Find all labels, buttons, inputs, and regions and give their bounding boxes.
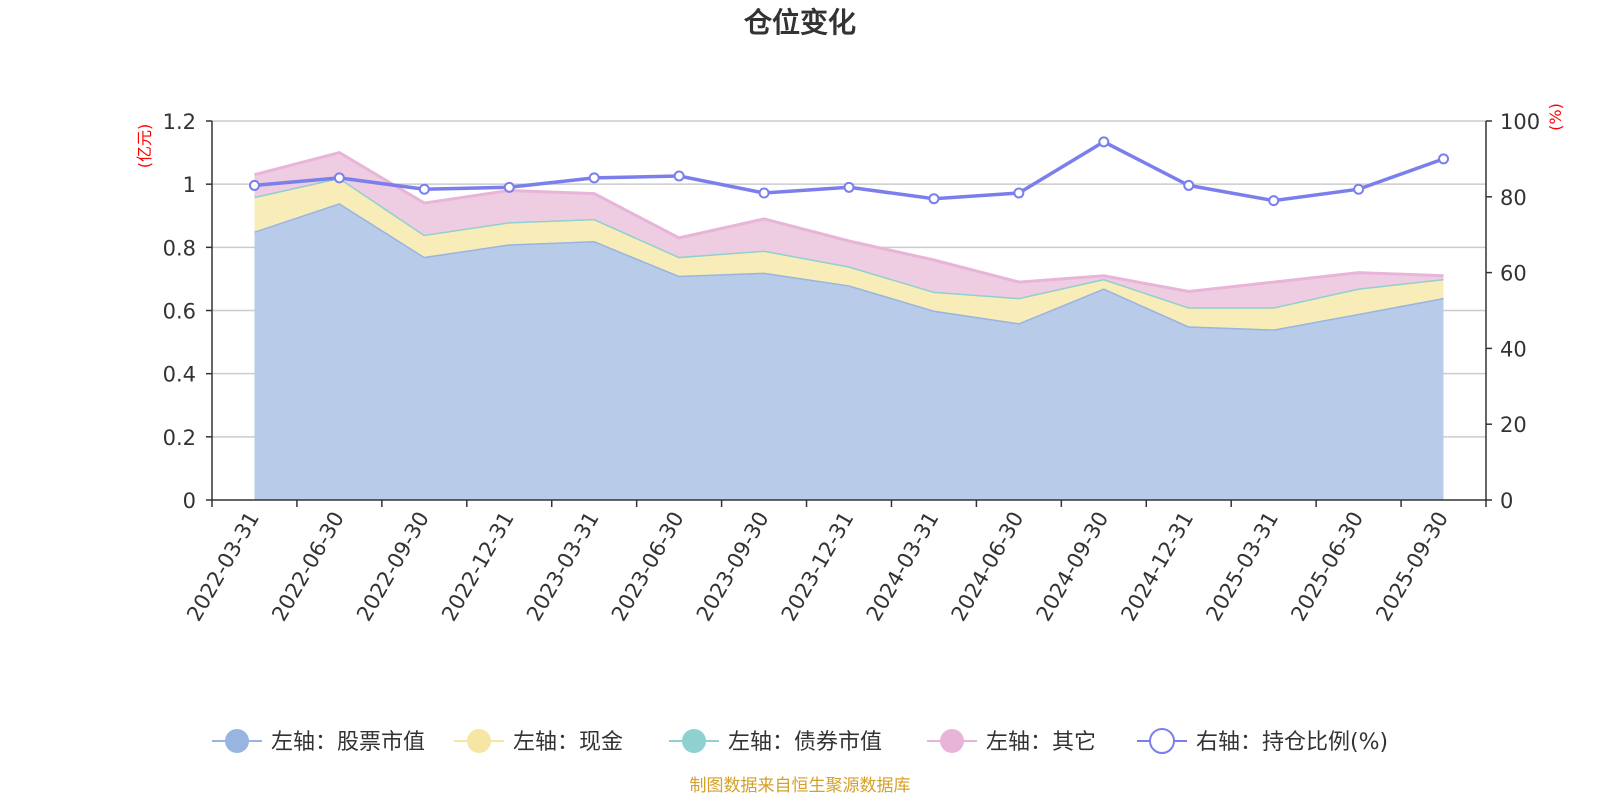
left-tick-label: 0.2 [163, 426, 196, 450]
x-tick-label: 2023-09-30 [692, 508, 774, 626]
right-axis-unit: (%) [1546, 103, 1565, 131]
legend-item[interactable]: 左轴：股票市值 [212, 729, 425, 755]
legend-label: 右轴：持仓比例(%) [1196, 730, 1388, 755]
legend-marker [682, 729, 706, 753]
left-tick-label: 0.4 [163, 363, 196, 387]
left-tick-label: 0 [183, 489, 196, 513]
legend-item[interactable]: 右轴：持仓比例(%) [1137, 728, 1388, 755]
left-tick-label: 1 [183, 173, 196, 197]
legend-item[interactable]: 左轴：其它 [927, 729, 1096, 755]
x-tick-label: 2024-09-30 [1032, 508, 1114, 626]
ratio-point[interactable] [588, 172, 600, 184]
area-0 [254, 203, 1444, 500]
ratio-point[interactable] [1353, 183, 1365, 195]
legend-marker [1149, 728, 1175, 754]
x-tick-label: 2023-12-31 [777, 508, 859, 626]
legend-marker [467, 729, 491, 753]
x-tick-label: 2022-03-31 [182, 508, 264, 626]
left-tick-label: 0.6 [163, 300, 196, 324]
right-tick-label: 40 [1500, 337, 1527, 361]
legend: 左轴：股票市值 左轴：现金 左轴：债券市值 左轴：其它 右轴：持仓比例(%) [212, 728, 1388, 755]
ratio-point[interactable] [1268, 195, 1280, 207]
chart-title: 仓位变化 [744, 6, 856, 39]
ratio-point[interactable] [758, 187, 770, 199]
legend-label: 左轴：债券市值 [728, 730, 882, 755]
stacked-areas [254, 150, 1444, 500]
ratio-point[interactable] [673, 170, 685, 182]
area-1 [254, 177, 1444, 330]
legend-label: 左轴：现金 [513, 730, 623, 755]
x-tick-label: 2022-09-30 [352, 508, 434, 626]
source-note: 制图数据来自恒生聚源数据库 [690, 776, 911, 796]
x-tick-label: 2025-09-30 [1371, 508, 1453, 626]
ratio-point[interactable] [418, 183, 430, 195]
ratio-point[interactable] [843, 181, 855, 193]
ratio-point[interactable] [1438, 153, 1450, 165]
x-tick-label: 2025-06-30 [1286, 508, 1368, 626]
ratio-point[interactable] [928, 193, 940, 205]
x-tick-label: 2024-12-31 [1116, 508, 1198, 626]
x-tick-label: 2025-03-31 [1201, 508, 1283, 626]
legend-marker [940, 729, 964, 753]
area-edge-3 [254, 150, 1444, 294]
right-tick-label: 100 [1500, 110, 1540, 134]
legend-label: 左轴：其它 [986, 730, 1096, 755]
right-tick-label: 60 [1500, 262, 1527, 286]
legend-item[interactable]: 左轴：现金 [454, 729, 623, 755]
legend-marker [225, 729, 249, 753]
x-tick-label: 2022-12-31 [437, 508, 519, 626]
x-tick-label: 2024-03-31 [862, 508, 944, 626]
legend-label: 左轴：股票市值 [271, 730, 425, 755]
x-tick-label: 2022-06-30 [267, 508, 349, 626]
left-tick-label: 1.2 [163, 110, 196, 134]
holding-ratio-series [248, 136, 1450, 207]
left-tick-label: 0.8 [163, 236, 196, 260]
ratio-point[interactable] [248, 179, 260, 191]
ratio-point[interactable] [503, 181, 515, 193]
right-tick-label: 0 [1500, 489, 1513, 513]
ratio-point[interactable] [333, 172, 345, 184]
right-tick-label: 20 [1500, 413, 1527, 437]
legend-item[interactable]: 左轴：债券市值 [669, 729, 882, 755]
area-3 [254, 152, 1444, 308]
right-tick-label: 80 [1500, 186, 1527, 210]
ratio-point[interactable] [1013, 187, 1025, 199]
x-tick-label: 2023-03-31 [522, 508, 604, 626]
ratio-point[interactable] [1098, 136, 1110, 148]
left-axis-unit: (亿元) [135, 124, 154, 169]
x-tick-label: 2023-06-30 [607, 508, 689, 626]
x-tick-label: 2024-06-30 [947, 508, 1029, 626]
ratio-point[interactable] [1183, 179, 1195, 191]
